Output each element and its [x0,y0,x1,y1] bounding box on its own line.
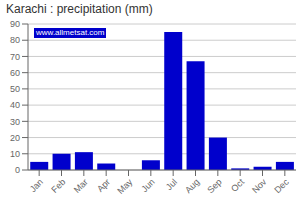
svg-text:90: 90 [10,19,20,29]
svg-text:Jun: Jun [139,177,156,194]
svg-text:Nov: Nov [250,177,269,196]
svg-text:Mar: Mar [72,177,90,195]
svg-text:50: 50 [10,84,20,94]
svg-text:20: 20 [10,133,20,143]
svg-text:Apr: Apr [95,177,112,194]
svg-text:Aug: Aug [183,177,201,195]
svg-text:0: 0 [15,165,20,175]
svg-text:May: May [115,177,134,196]
html-text:www.allmetsat.com: www.allmetsat.com [36,28,105,37]
svg-text:10: 10 [10,149,20,159]
html-text:Karachi : precipitation (mm): Karachi : precipitation (mm) [6,2,153,16]
svg-text:Oct: Oct [229,177,246,194]
svg-text:30: 30 [10,117,20,127]
svg-text:60: 60 [10,68,20,78]
svg-text:Jul: Jul [164,177,179,192]
svg-text:Feb: Feb [49,177,67,195]
svg-text:Dec: Dec [272,177,291,196]
svg-text:80: 80 [10,35,20,45]
svg-text:40: 40 [10,100,20,110]
svg-text:Jan: Jan [28,177,45,194]
svg-text:70: 70 [10,52,20,62]
svg-text:Sep: Sep [205,177,223,195]
